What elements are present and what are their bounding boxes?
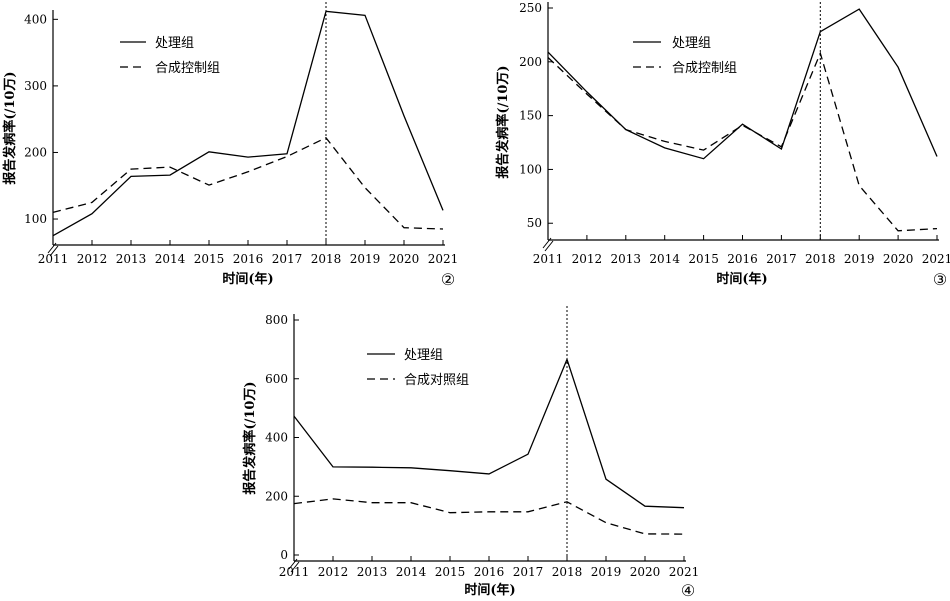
x-axis-title: 时间(年) [716,271,767,287]
y-tick-label: 200 [519,55,542,69]
y-tick-label: 100 [24,212,47,226]
legend-label-1: 处理组 [155,36,194,51]
x-tick-label: 2012 [77,252,108,266]
x-tick-label: 2020 [389,252,420,266]
y-tick-label: 300 [24,79,47,93]
x-tick-label: 2019 [844,252,875,266]
axis-break-mark [288,558,298,570]
panel-marker: ② [441,270,455,289]
panel-marker: ④ [681,581,695,600]
x-tick-label: 2014 [396,565,427,579]
chart-panel-3: 0 200 400 600 800 2011 2012 2013 2014 2015 2016 201… [242,306,699,600]
x-tick-label: 2019 [591,565,622,579]
x-axis-title: 时间(年) [464,582,515,598]
y-tick-label: 200 [265,489,288,503]
x-tick-label: 2021 [669,565,700,579]
x-tick-label: 2021 [922,252,950,266]
x-tick-label: 2020 [883,252,914,266]
series-line-1 [547,8,938,160]
series-line-2 [52,136,444,230]
x-tick-label: 2011 [279,565,310,579]
x-tick-label: 2017 [272,252,303,266]
x-tick-label: 2017 [513,565,544,579]
legend-label-2: 合成对照组 [404,373,469,388]
chart-panel-2: 50 100 150 200 250 2011 2012 2013 2014 2015 2016 20… [495,0,950,289]
series-line-2 [547,51,938,232]
legend-label-2: 合成控制组 [672,61,737,76]
series-line-2 [293,498,685,535]
x-tick-label: 2015 [688,252,719,266]
y-tick-label: 400 [265,431,288,445]
axis-break-mark [47,242,57,254]
x-tick-label: 2016 [474,565,505,579]
x-tick-label: 2013 [357,565,388,579]
x-tick-label: 2017 [766,252,797,266]
panel-marker: ③ [933,270,947,289]
x-axis-title: 时间(年) [222,271,273,287]
axis-break-mark [542,237,552,249]
legend-label-1: 处理组 [672,36,711,51]
x-tick-label: 2016 [727,252,758,266]
x-tick-label: 2021 [428,252,459,266]
chart-panel-1: 100 200 300 400 2011 2012 2013 2014 2015 2016 2017… [2,2,458,289]
x-tick-label: 2018 [552,565,583,579]
x-tick-label: 2020 [630,565,661,579]
axis-break-mark [49,245,59,257]
x-tick-label: 2011 [533,252,564,266]
y-tick-label: 50 [527,216,542,230]
y-tick-label: 600 [265,372,288,386]
x-tick-label: 2015 [194,252,225,266]
x-tick-label: 2018 [311,252,342,266]
y-tick-label: 800 [265,313,288,327]
y-tick-label: 250 [519,1,542,15]
x-tick-label: 2012 [318,565,349,579]
y-axis-title: 报告发病率(/10万) [242,381,258,494]
legend-label-2: 合成控制组 [155,61,220,76]
y-axis-title: 报告发病率(/10万) [495,65,511,178]
y-tick-label: 0 [280,548,288,562]
x-tick-label: 2019 [350,252,381,266]
axis-break-mark [290,561,300,573]
legend-label-1: 处理组 [404,348,443,363]
axis-break-mark [544,240,554,252]
y-tick-label: 100 [519,162,542,176]
y-axis-title: 报告发病率(/10万) [2,71,18,184]
x-tick-label: 2013 [116,252,147,266]
x-tick-label: 2011 [38,252,69,266]
y-tick-label: 150 [519,109,542,123]
x-tick-label: 2016 [233,252,264,266]
y-tick-label: 400 [24,12,47,26]
series-line-1 [52,10,444,237]
x-tick-label: 2014 [649,252,680,266]
x-tick-label: 2015 [435,565,466,579]
x-tick-label: 2018 [805,252,836,266]
x-tick-label: 2014 [155,252,186,266]
series-line-1 [293,357,685,509]
x-tick-label: 2013 [611,252,642,266]
x-tick-label: 2012 [572,252,603,266]
y-tick-label: 200 [24,145,47,159]
